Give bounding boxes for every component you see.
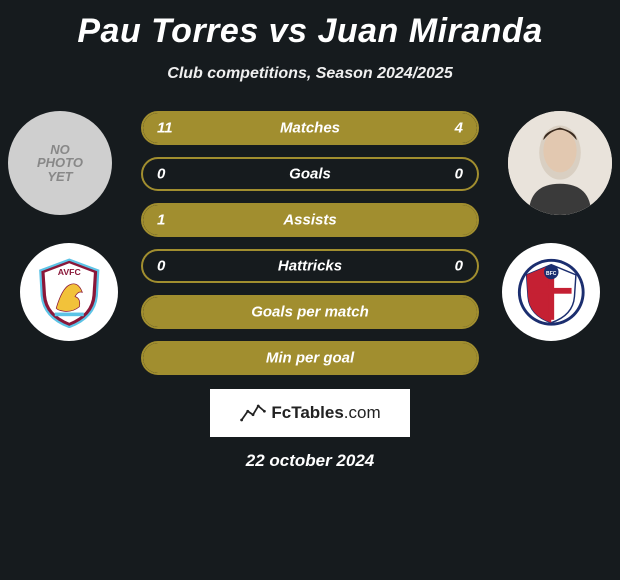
comparison-content: NO PHOTO YET AVFC (0, 111, 620, 471)
stat-bar: 0 0 Goals (141, 157, 479, 191)
stat-value-right: 0 (455, 166, 463, 183)
stat-fill-right (387, 113, 477, 143)
club-badge-icon: AVFC (33, 256, 106, 329)
stat-value-left: 11 (157, 120, 173, 137)
stat-label: Goals per match (251, 304, 369, 321)
stat-bar: 1 Assists (141, 203, 479, 237)
avatar-ph-line: PHOTO (37, 156, 83, 170)
footer-brand: FcTables.com (210, 389, 410, 437)
stat-label: Assists (283, 212, 336, 229)
stat-bar: 0 0 Hattricks (141, 249, 479, 283)
avatar-placeholder-text: NO PHOTO YET (37, 143, 83, 184)
club-badge-icon: BFC (515, 256, 588, 329)
stat-value-left: 1 (157, 212, 165, 229)
player-left-club-badge: AVFC (20, 243, 118, 341)
stat-bar: 11 4 Matches (141, 111, 479, 145)
player-silhouette-icon (508, 111, 612, 215)
stat-label: Min per goal (266, 350, 354, 367)
stat-bars: 11 4 Matches 0 0 Goals 1 Assists 0 0 Hattricks Goal… (141, 111, 479, 375)
fctables-logo-icon (239, 399, 267, 427)
svg-text:BFC: BFC (546, 271, 557, 277)
player-right-club-badge: BFC (502, 243, 600, 341)
stat-value-right: 0 (455, 258, 463, 275)
stat-value-left: 0 (157, 166, 165, 183)
stat-label: Goals (289, 166, 331, 183)
avatar-ph-line: NO (37, 143, 83, 157)
stat-bar: Goals per match (141, 295, 479, 329)
footer-date: 22 october 2024 (0, 451, 620, 471)
stat-label: Hattricks (278, 258, 342, 275)
stat-value-left: 0 (157, 258, 165, 275)
page-title: Pau Torres vs Juan Miranda (0, 0, 620, 51)
brand-bold: FcTables (271, 403, 343, 422)
stat-fill-left (143, 113, 387, 143)
subtitle: Club competitions, Season 2024/2025 (0, 65, 620, 83)
svg-text:AVFC: AVFC (57, 267, 81, 277)
player-left-avatar: NO PHOTO YET (8, 111, 112, 215)
player-right-avatar (508, 111, 612, 215)
stat-bar: Min per goal (141, 341, 479, 375)
stat-label: Matches (280, 120, 340, 137)
brand-light: .com (344, 403, 381, 422)
stat-value-right: 4 (455, 120, 463, 137)
avatar-ph-line: YET (37, 170, 83, 184)
footer-brand-text: FcTables.com (271, 403, 380, 423)
